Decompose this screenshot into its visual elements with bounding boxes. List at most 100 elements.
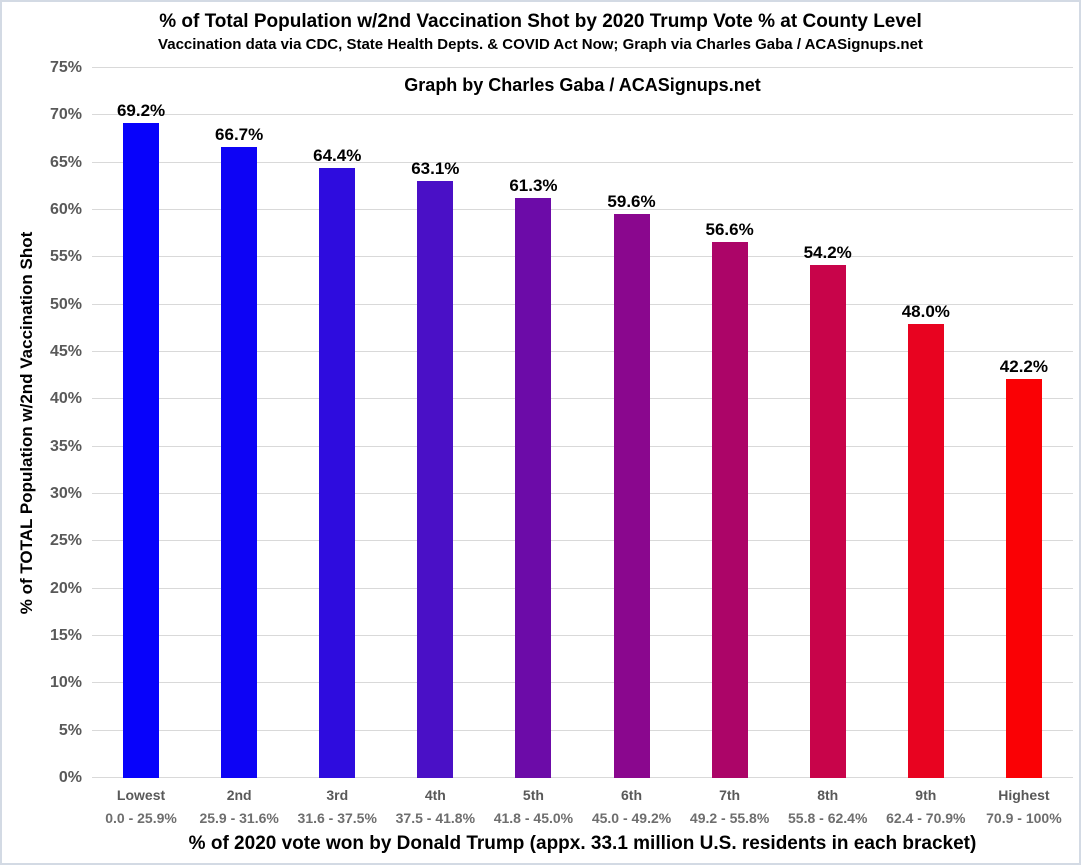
- gridline: [92, 209, 1073, 210]
- bar-slot: 63.1%: [386, 68, 484, 778]
- y-tick-label: 25%: [49, 532, 82, 550]
- bar-slot: 48.0%: [877, 68, 975, 778]
- bar: [1005, 378, 1042, 778]
- gridline: [92, 540, 1073, 542]
- x-axis-category-labels: Lowest 0.0 - 25.9% 2nd 25.9 - 31.6% 3rd 31.6 …: [92, 787, 1073, 827]
- bar-value-label: 48.0%: [901, 301, 950, 321]
- y-tick-label: 45%: [49, 343, 82, 360]
- bar-value-label: 64.4%: [313, 146, 362, 166]
- gridline: [92, 114, 1073, 116]
- gridline: [92, 256, 1073, 258]
- bar-value-label: 42.2%: [999, 356, 1048, 376]
- bar: [319, 168, 356, 778]
- y-tick-label: 5%: [58, 721, 82, 739]
- x-category-range: 0.0 - 25.9%: [105, 809, 177, 826]
- bar: [123, 122, 160, 778]
- y-tick-label: 30%: [49, 485, 82, 502]
- bar-value-label: 69.2%: [116, 100, 166, 120]
- x-category-name: 3rd: [326, 787, 349, 803]
- y-tick-label: 55%: [49, 248, 82, 266]
- bar-slot: 56.6%: [681, 68, 779, 778]
- x-category: 3rd 31.6 - 37.5%: [288, 787, 386, 827]
- bar-value-label: 63.1%: [411, 158, 460, 178]
- bar-value-label: 59.6%: [607, 191, 656, 211]
- x-category-range: 62.4 - 70.9%: [886, 809, 966, 826]
- bar-value-label: 54.2%: [803, 242, 852, 262]
- y-tick-label: 50%: [49, 295, 82, 313]
- x-category-name: 2nd: [226, 787, 252, 803]
- chart-watermark: Graph by Charles Gaba / ACASignups.net: [404, 75, 761, 95]
- x-category-name: Lowest: [116, 787, 166, 803]
- x-category-range: 55.8 - 62.4%: [788, 809, 868, 826]
- x-category-name: Highest: [998, 787, 1050, 803]
- bar-value-label: 66.7%: [215, 124, 264, 144]
- bar: [221, 146, 258, 778]
- y-tick-label: 65%: [49, 153, 82, 171]
- gridline: [92, 303, 1073, 305]
- x-category: Lowest 0.0 - 25.9%: [92, 787, 190, 827]
- gridline: [92, 587, 1073, 589]
- plot-area: 69.2% 66.7% 64.4% 63.1% 61.3% 59.6% 56.6% 54.2%…: [92, 67, 1073, 778]
- x-category-name: 6th: [621, 787, 643, 803]
- chart-title: % of Total Population w/2nd Vaccination …: [159, 11, 922, 32]
- chart-subtitle: Vaccination data via CDC, State Health D…: [158, 36, 923, 53]
- bar-value-label: 56.6%: [705, 220, 754, 240]
- x-category-range: 70.9 - 100%: [986, 809, 1062, 826]
- bar-slot: 61.3%: [484, 68, 582, 778]
- y-tick-label: 60%: [49, 201, 82, 218]
- gridline: [92, 398, 1073, 400]
- x-category-range: 31.6 - 37.5%: [297, 809, 377, 826]
- gridline: [92, 445, 1073, 447]
- y-tick-label: 40%: [49, 390, 82, 408]
- bar: [711, 242, 748, 778]
- bar: [809, 264, 846, 778]
- x-category-range: 49.2 - 55.8%: [689, 809, 770, 826]
- gridline: [92, 351, 1073, 352]
- gridline: [92, 682, 1073, 684]
- x-category: 9th 62.4 - 70.9%: [877, 787, 975, 827]
- x-category-name: 5th: [522, 787, 544, 803]
- gridline: [92, 729, 1073, 731]
- gridline: [92, 67, 1073, 68]
- gridline: [92, 777, 1073, 778]
- gridline: [92, 493, 1073, 494]
- x-category: Highest 70.9 - 100%: [975, 787, 1073, 827]
- bar-value-label: 61.3%: [509, 175, 558, 195]
- y-tick-label: 15%: [49, 627, 82, 644]
- x-category: 4th 37.5 - 41.8%: [386, 787, 484, 827]
- gridline: [92, 161, 1073, 163]
- y-tick-label: 70%: [49, 106, 82, 124]
- x-category: 5th 41.8 - 45.0%: [484, 787, 582, 827]
- y-tick-label: 75%: [49, 59, 82, 76]
- bar: [515, 197, 552, 778]
- x-category-range: 41.8 - 45.0%: [493, 809, 574, 826]
- y-axis-tick-labels: 0% 5% 10% 15% 20% 25% 30% 35% 40% 45% 50% 55% 60% 65%…: [2, 60, 82, 786]
- bars-container: 69.2% 66.7% 64.4% 63.1% 61.3% 59.6% 56.6% 54.2%…: [92, 68, 1073, 778]
- x-category-range: 37.5 - 41.8%: [395, 809, 476, 826]
- x-category-name: 7th: [719, 787, 741, 803]
- y-tick-label: 10%: [49, 674, 82, 692]
- x-category-name: 4th: [424, 787, 446, 803]
- gridline: [92, 635, 1073, 636]
- x-category: 8th 55.8 - 62.4%: [779, 787, 877, 827]
- x-category-name: 8th: [817, 787, 839, 803]
- bar-slot: 69.2%: [92, 68, 190, 778]
- x-category-range: 25.9 - 31.6%: [199, 809, 279, 826]
- y-tick-label: 20%: [49, 579, 82, 597]
- bar-slot: 54.2%: [779, 68, 877, 778]
- x-category-name: 9th: [915, 787, 937, 803]
- y-tick-label: 35%: [49, 437, 82, 455]
- bar: [907, 323, 944, 778]
- bar: [417, 180, 454, 778]
- x-category: 7th 49.2 - 55.8%: [681, 787, 779, 827]
- bar-slot: 59.6%: [582, 68, 680, 778]
- bar: [613, 213, 650, 778]
- x-category-range: 45.0 - 49.2%: [591, 809, 672, 826]
- bar-slot: 66.7%: [190, 68, 288, 778]
- bar-slot: 64.4%: [288, 68, 386, 778]
- bar-slot: 42.2%: [975, 68, 1073, 778]
- x-axis-title: % of 2020 vote won by Donald Trump (appx…: [188, 833, 977, 854]
- y-tick-label: 0%: [58, 769, 82, 786]
- x-category: 6th 45.0 - 49.2%: [582, 787, 680, 827]
